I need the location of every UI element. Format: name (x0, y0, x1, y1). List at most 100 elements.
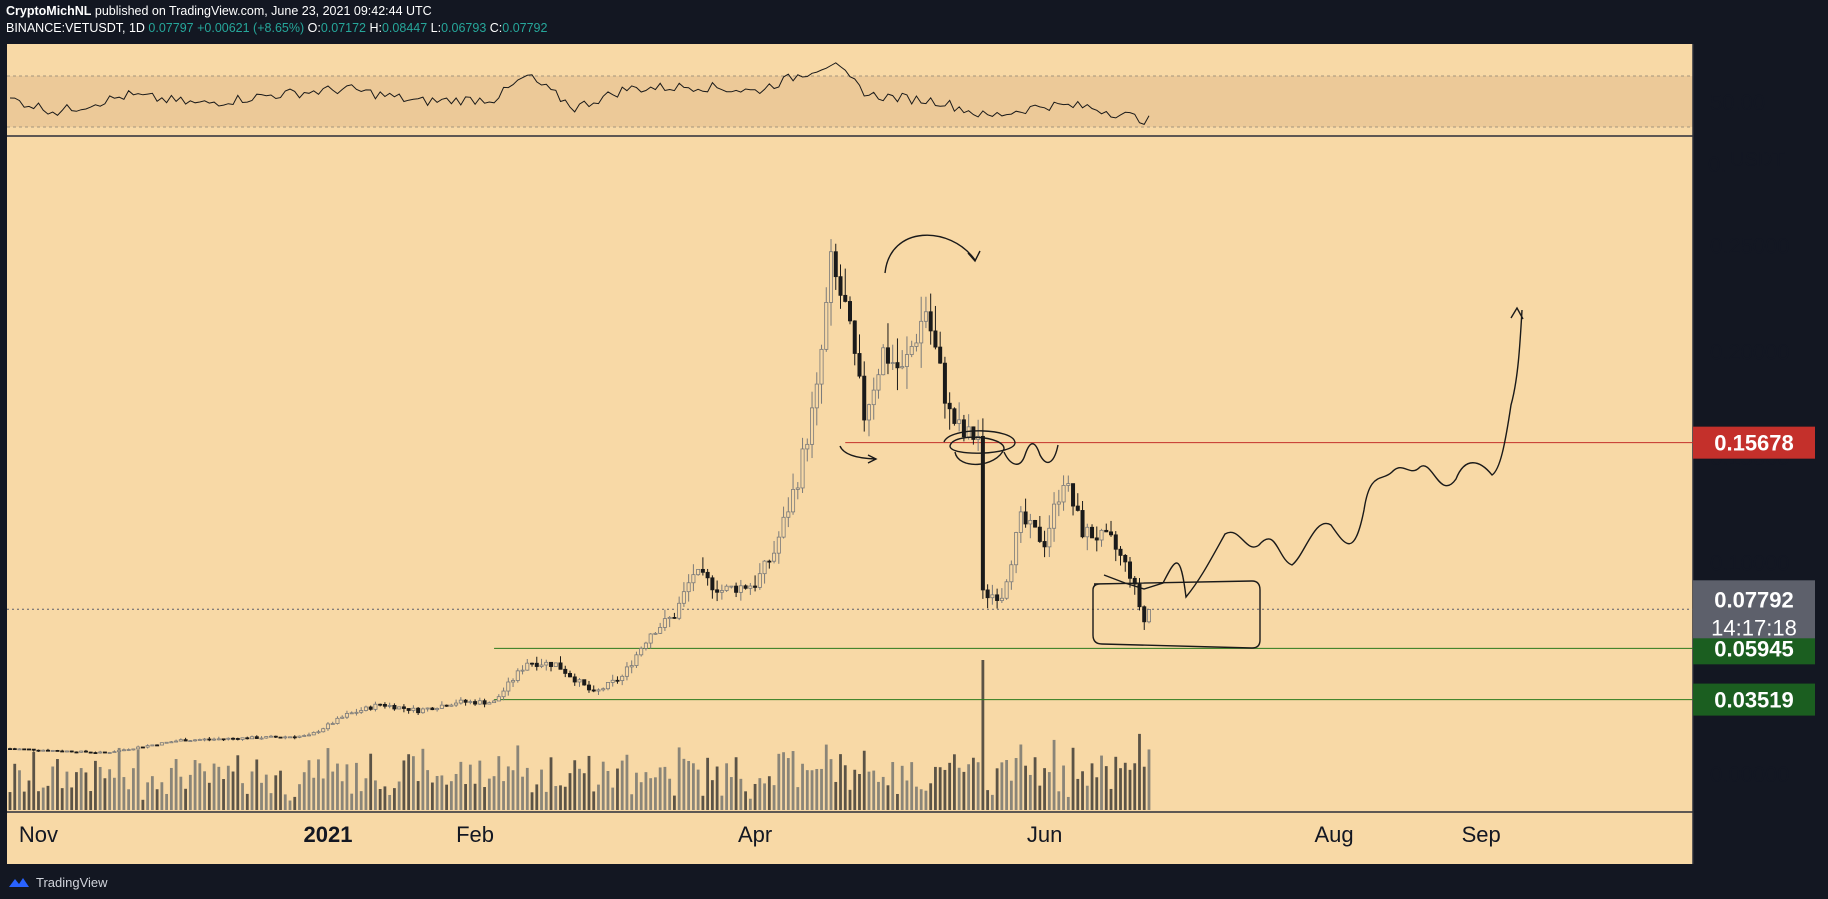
volume-bar (948, 762, 952, 810)
candle-body (373, 703, 378, 710)
interval[interactable]: 1D (128, 21, 145, 35)
volume-bar (468, 764, 472, 810)
volume-bar (971, 757, 975, 810)
candle-body (311, 732, 316, 736)
candle-body (833, 251, 838, 278)
volume-bar (113, 777, 116, 810)
volume-bar (416, 781, 420, 810)
candle-body (1118, 548, 1123, 556)
volume-bar (8, 792, 12, 810)
volume-bar (184, 788, 187, 810)
candle-body (643, 642, 648, 649)
volume-bar (117, 747, 121, 810)
tradingview-logo-icon (9, 878, 29, 887)
candle-body (250, 736, 255, 740)
candle-body (677, 602, 682, 619)
candle-body (221, 738, 226, 741)
candle-body (468, 701, 473, 703)
candle-body (667, 617, 672, 620)
volume-bar (212, 763, 216, 810)
y-tick-label: 0.20000 (1710, 339, 1790, 364)
volume-bar (763, 783, 766, 810)
volume-bar (1024, 765, 1027, 810)
candle-body (492, 700, 497, 704)
candle-body (753, 585, 758, 588)
volume-bar (1090, 763, 1094, 810)
volume-bar (976, 762, 980, 810)
volume-bar (1128, 769, 1132, 810)
candle-body (549, 661, 554, 667)
volume-bar (540, 769, 543, 810)
candle-body (496, 696, 501, 702)
candle-body (848, 301, 853, 322)
last-price-tag-label: 0.07792 (1714, 587, 1794, 612)
volume-bar (307, 760, 311, 810)
volume-bar (407, 754, 411, 810)
h-value: 0.08447 (381, 21, 428, 35)
volume-bar (710, 780, 714, 810)
volume-bar (317, 759, 320, 810)
footer-brand[interactable]: TradingView (8, 873, 108, 891)
candle-body (354, 711, 359, 714)
volume-bar (848, 789, 852, 810)
projected-path-arrow-head (1510, 306, 1524, 320)
candle-body (1094, 537, 1099, 541)
candle-body (596, 689, 601, 692)
volume-bar (440, 775, 444, 810)
candle-body (325, 723, 330, 730)
candle-body (501, 690, 506, 698)
volume-bar (46, 785, 50, 810)
symbol[interactable]: BINANCE:VETUSDT (6, 21, 122, 35)
volume-bar (943, 769, 947, 810)
volume-bar (1052, 739, 1056, 810)
candle-body (454, 702, 459, 706)
candle-body (506, 681, 511, 692)
volume-bar (1028, 774, 1032, 810)
price-tag-0.15678-label: 0.15678 (1714, 431, 1794, 456)
volume-bar (1019, 744, 1023, 810)
volume-bar (1038, 785, 1042, 810)
volume-bar (18, 770, 21, 810)
candle-body (710, 577, 715, 591)
candle-body (306, 734, 311, 737)
volume-bar (165, 793, 169, 810)
volume-bar (658, 767, 662, 810)
volume-bar (886, 785, 890, 810)
candle-body (1071, 483, 1076, 507)
volume-bar (881, 776, 885, 810)
candle-body (719, 590, 724, 593)
volume-bar (767, 776, 771, 810)
candle-body (240, 737, 245, 740)
volume-bar (900, 765, 904, 810)
candle-body (1042, 541, 1047, 548)
volume-bar (691, 763, 695, 810)
volume-bar (720, 795, 724, 810)
volume-bar (160, 782, 164, 810)
price-tag-0.03519-label: 0.03519 (1714, 688, 1794, 713)
volume-bar (654, 777, 657, 810)
volume-bar (953, 754, 956, 810)
volume-bar (226, 765, 230, 810)
volume-bar (853, 769, 857, 810)
candle-body (791, 489, 796, 513)
candle-body (1023, 511, 1028, 525)
candle-body (164, 741, 169, 744)
candle-body (107, 752, 112, 754)
candle-body (705, 571, 710, 579)
candle-body (1028, 519, 1033, 525)
price-tag-0.15678-bg (1693, 426, 1815, 459)
volume-bar (578, 768, 581, 810)
author-name[interactable]: CryptoMichNL (6, 4, 92, 18)
volume-bar (801, 763, 804, 810)
volume-bar (796, 787, 800, 810)
candle-body (814, 383, 819, 409)
candle-body (895, 362, 900, 369)
volume-bar (1066, 796, 1070, 810)
candle-body (363, 706, 368, 711)
candle-body (558, 662, 563, 670)
l-value: 0.06793 (441, 21, 487, 35)
o-value: 0.07172 (320, 21, 366, 35)
volume-bar (924, 790, 928, 810)
volume-bar (464, 784, 467, 810)
